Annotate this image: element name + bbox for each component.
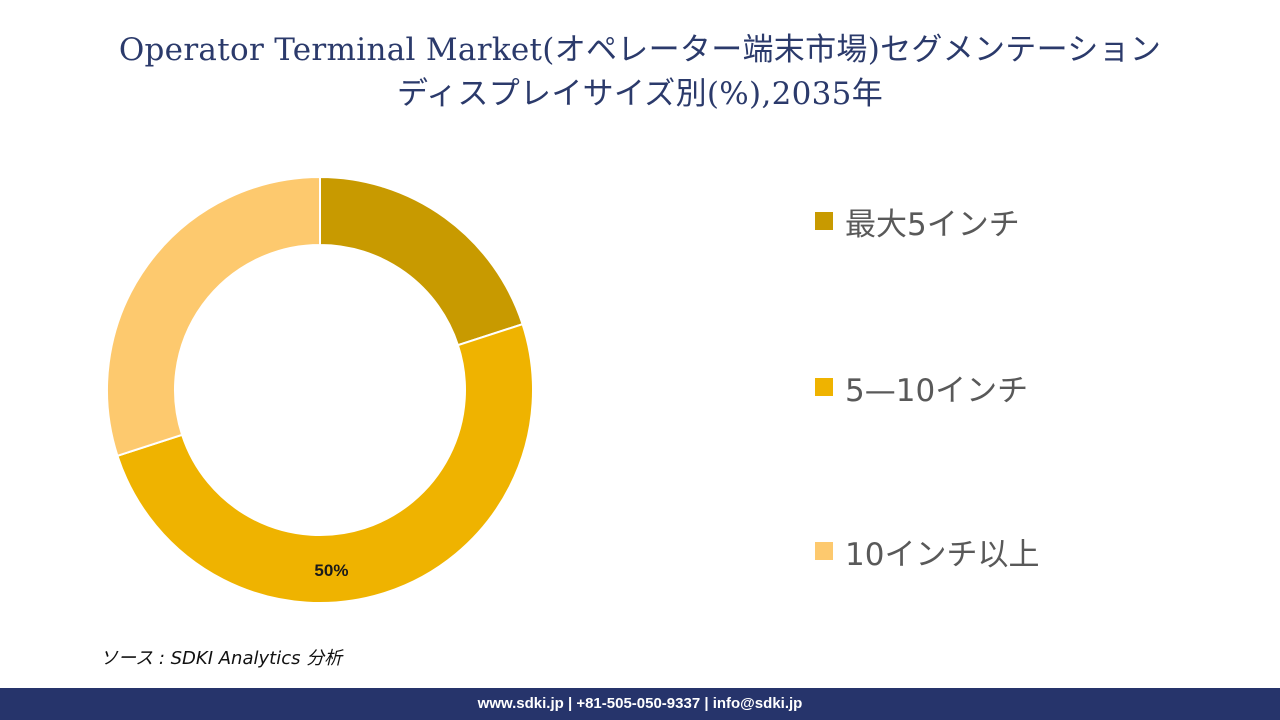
donut-slice-10-inch-plus [106, 175, 321, 458]
donut-chart: 50% [106, 175, 534, 604]
legend-swatch-10-inch-plus [815, 542, 833, 560]
donut-slice-upto-5-inch [319, 175, 524, 347]
legend-label-10-inch-plus: 10インチ以上 [845, 536, 1040, 573]
chart-legend: 最大5インチ 5—10インチ 10インチ以上 [815, 0, 1255, 600]
legend-label-5-10-inch: 5—10インチ [845, 372, 1029, 409]
legend-item-10-inch-plus: 10インチ以上 [815, 529, 1039, 573]
chart-title-line-1: Operator Terminal Market(オペレーター端末市場)セグメン… [118, 32, 1162, 68]
legend-swatch-5-10-inch [815, 378, 833, 396]
legend-item-upto-5-inch: 最大5インチ [815, 199, 1020, 243]
donut-slice-5-10-inch [116, 322, 534, 604]
footer-contact-bar: www.sdki.jp | +81-505-050-9337 | info@sd… [0, 688, 1280, 720]
legend-item-5-10-inch: 5—10インチ [815, 365, 1028, 409]
legend-label-upto-5-inch: 最大5インチ [845, 206, 1020, 243]
source-note: ソース : SDKI Analytics 分析 [100, 648, 343, 669]
chart-title-line-2: ディスプレイサイズ別(%),2035年 [397, 76, 883, 112]
data-label-5-10-inch: 50% [314, 561, 348, 580]
chart-title: Operator Terminal Market(オペレーター端末市場)セグメン… [0, 28, 1280, 116]
legend-swatch-upto-5-inch [815, 212, 833, 230]
